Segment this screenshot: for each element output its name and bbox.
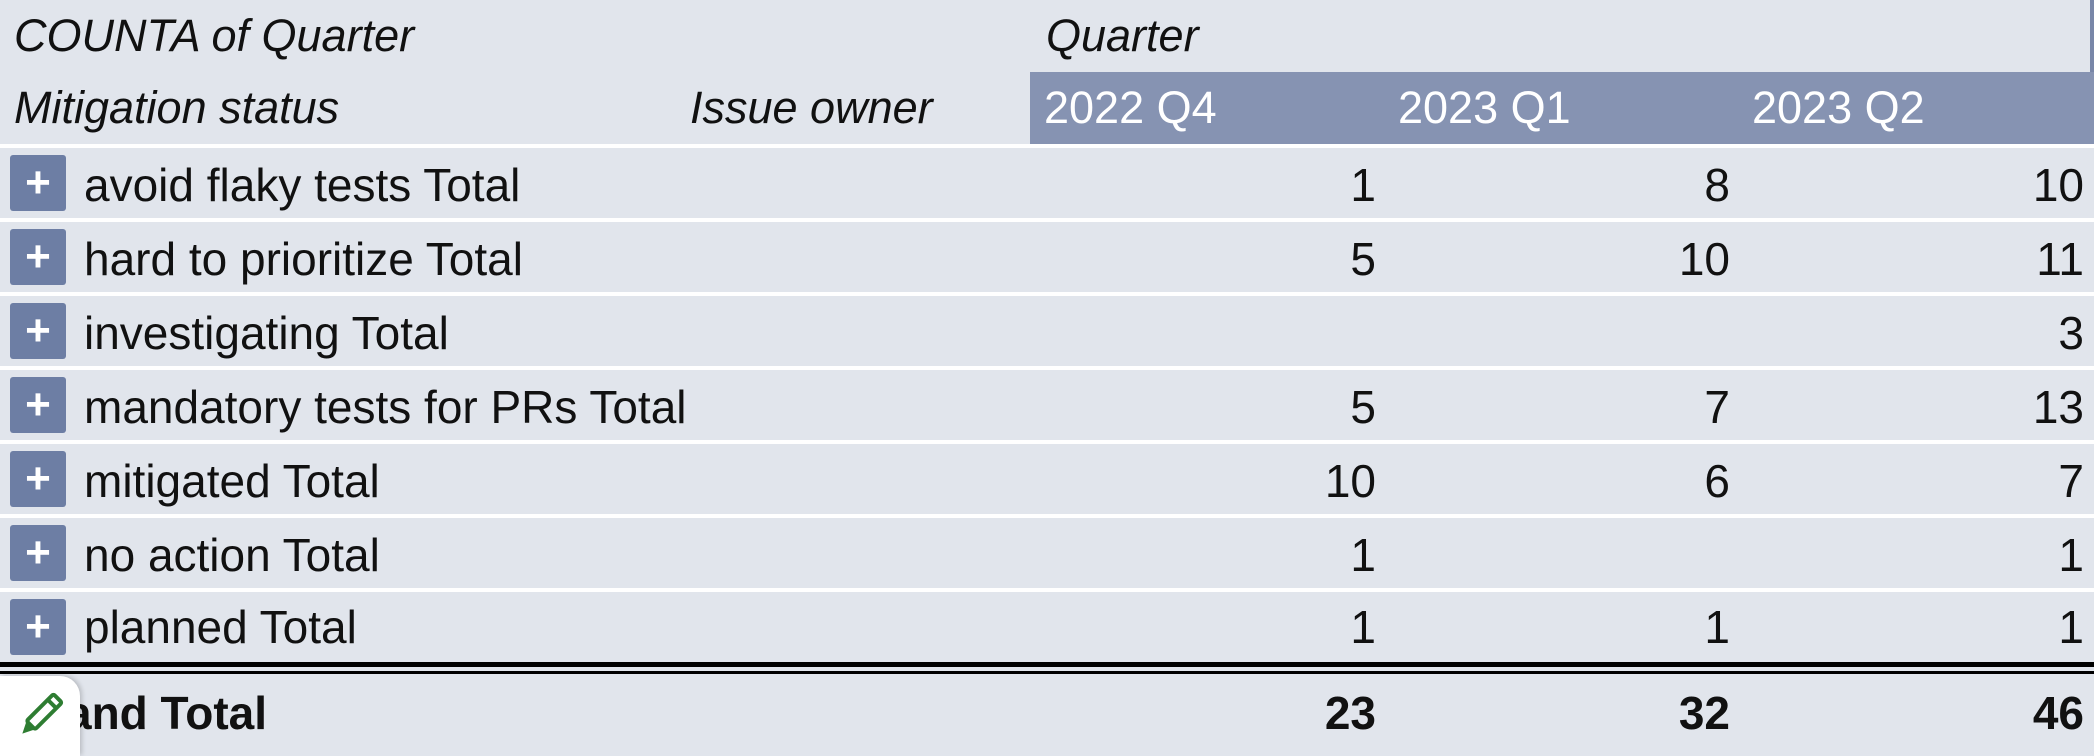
pencil-icon bbox=[22, 692, 64, 734]
total-divider bbox=[0, 671, 2094, 674]
row-label: investigating Total bbox=[84, 307, 449, 359]
plus-icon: + bbox=[25, 528, 51, 577]
row-label: planned Total bbox=[84, 601, 357, 653]
plus-icon: + bbox=[25, 232, 51, 281]
expand-button[interactable]: + bbox=[10, 229, 66, 285]
cell-2023-q1: 10 bbox=[1678, 233, 1730, 285]
cell-2022-q4: 5 bbox=[1350, 233, 1376, 285]
cell-2023-q2: 11 bbox=[2036, 233, 2084, 285]
header-divider bbox=[0, 144, 2094, 148]
table-row: + mandatory tests for PRs Total 5 7 13 bbox=[0, 370, 2094, 440]
row-separator bbox=[0, 588, 2094, 592]
edit-pivot-button[interactable] bbox=[0, 676, 80, 756]
cell-2022-q4: 1 bbox=[1350, 601, 1376, 653]
expand-button[interactable]: + bbox=[10, 451, 66, 507]
pivot-header-row-1: COUNTA of Quarter Quarter bbox=[0, 0, 2094, 72]
total-divider bbox=[0, 662, 2094, 667]
table-row: + avoid flaky tests Total 1 8 10 bbox=[0, 148, 2094, 218]
plus-icon: + bbox=[25, 602, 51, 651]
expand-button[interactable]: + bbox=[10, 303, 66, 359]
row-separator bbox=[0, 292, 2094, 296]
column-header-2023-q2[interactable]: 2023 Q2 bbox=[1752, 82, 1925, 133]
cell-2022-q4: 1 bbox=[1350, 159, 1376, 211]
cell-2023-q1: 7 bbox=[1704, 381, 1730, 433]
cell-2022-q4: 5 bbox=[1350, 381, 1376, 433]
grand-total-label: and Total bbox=[66, 687, 268, 739]
total-2023-q2: 46 bbox=[2032, 687, 2084, 739]
cell-2023-q2: 1 bbox=[2058, 601, 2084, 653]
expand-button[interactable]: + bbox=[10, 377, 66, 433]
cell-2022-q4: 10 bbox=[1324, 455, 1376, 507]
row-separator bbox=[0, 366, 2094, 370]
cell-2023-q2: 1 bbox=[2058, 529, 2084, 581]
column-header-2023-q1[interactable]: 2023 Q1 bbox=[1398, 82, 1571, 133]
row-separator bbox=[0, 218, 2094, 222]
cell-2023-q2: 3 bbox=[2058, 307, 2084, 359]
table-row: + planned Total 1 1 1 bbox=[0, 592, 2094, 662]
table-row: + investigating Total 3 bbox=[0, 296, 2094, 366]
row-separator bbox=[0, 440, 2094, 444]
total-2022-q4: 23 bbox=[1324, 687, 1376, 739]
table-row: + mitigated Total 10 6 7 bbox=[0, 444, 2094, 514]
measure-label: COUNTA of Quarter bbox=[14, 10, 415, 61]
plus-icon: + bbox=[25, 454, 51, 503]
row-field-label-2[interactable]: Issue owner bbox=[690, 82, 933, 133]
row-label: no action Total bbox=[84, 529, 380, 581]
cell-2023-q2: 7 bbox=[2058, 455, 2084, 507]
cell-2023-q2: 13 bbox=[2032, 381, 2084, 433]
total-2023-q1: 32 bbox=[1678, 687, 1730, 739]
row-label: hard to prioritize Total bbox=[84, 233, 523, 285]
row-field-label[interactable]: Mitigation status bbox=[14, 82, 340, 133]
pivot-header-row-2: Mitigation status Issue owner bbox=[0, 72, 2094, 144]
column-field-label[interactable]: Quarter bbox=[1046, 10, 1199, 61]
plus-icon: + bbox=[25, 158, 51, 207]
cell-2023-q1: 8 bbox=[1704, 159, 1730, 211]
grand-total-row: and Total 23 32 46 bbox=[0, 682, 2094, 756]
expand-button[interactable]: + bbox=[10, 525, 66, 581]
row-separator bbox=[0, 514, 2094, 518]
cell-2022-q4: 1 bbox=[1350, 529, 1376, 581]
plus-icon: + bbox=[25, 380, 51, 429]
table-row: + no action Total 1 1 bbox=[0, 518, 2094, 588]
plus-icon: + bbox=[25, 306, 51, 355]
cell-2023-q1: 1 bbox=[1704, 601, 1730, 653]
column-header-2022-q4[interactable]: 2022 Q4 bbox=[1044, 82, 1217, 133]
cell-2023-q1: 6 bbox=[1704, 455, 1730, 507]
header-border bbox=[2090, 0, 2094, 72]
row-label: mitigated Total bbox=[84, 455, 380, 507]
expand-button[interactable]: + bbox=[10, 155, 66, 211]
table-row: + hard to prioritize Total 5 10 11 bbox=[0, 222, 2094, 292]
quarter-column-headers: 2022 Q4 2023 Q1 2023 Q2 bbox=[1030, 72, 2094, 144]
row-label: mandatory tests for PRs Total bbox=[84, 381, 687, 433]
expand-button[interactable]: + bbox=[10, 599, 66, 655]
cell-2023-q2: 10 bbox=[2032, 159, 2084, 211]
row-label: avoid flaky tests Total bbox=[84, 159, 521, 211]
